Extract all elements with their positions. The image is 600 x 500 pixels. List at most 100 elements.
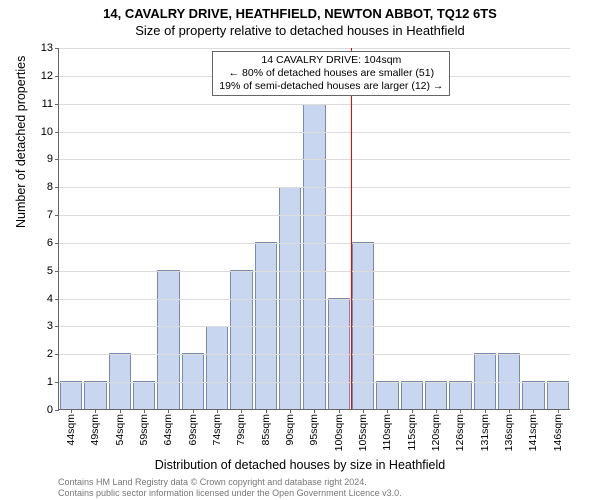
ytick-mark bbox=[55, 76, 59, 77]
xtick-mark bbox=[558, 409, 559, 413]
histogram-bar bbox=[449, 381, 471, 409]
ytick-mark bbox=[55, 326, 59, 327]
histogram-bar bbox=[206, 326, 228, 409]
xtick-label: 59sqm bbox=[138, 414, 150, 446]
ytick-mark bbox=[55, 271, 59, 272]
footer-line-2: Contains public sector information licen… bbox=[58, 488, 402, 498]
ytick-mark bbox=[55, 48, 59, 49]
histogram-bar bbox=[157, 270, 179, 409]
histogram-bar bbox=[303, 104, 325, 409]
gridline bbox=[59, 132, 570, 133]
ytick-mark bbox=[55, 215, 59, 216]
xtick-mark bbox=[95, 409, 96, 413]
xtick-label: 105sqm bbox=[357, 414, 369, 451]
xtick-mark bbox=[290, 409, 291, 413]
ytick-label: 1 bbox=[47, 376, 53, 388]
ytick-label: 0 bbox=[47, 404, 53, 416]
xtick-mark bbox=[509, 409, 510, 413]
histogram-bar bbox=[84, 381, 106, 409]
xtick-mark bbox=[71, 409, 72, 413]
ytick-label: 9 bbox=[47, 153, 53, 165]
gridline bbox=[59, 354, 570, 355]
gridline bbox=[59, 187, 570, 188]
xtick-mark bbox=[460, 409, 461, 413]
xtick-label: 74sqm bbox=[211, 414, 223, 446]
xtick-label: 90sqm bbox=[284, 414, 296, 446]
gridline bbox=[59, 271, 570, 272]
xtick-label: 85sqm bbox=[260, 414, 272, 446]
xtick-mark bbox=[436, 409, 437, 413]
ytick-mark bbox=[55, 299, 59, 300]
xtick-mark bbox=[266, 409, 267, 413]
gridline bbox=[59, 215, 570, 216]
ytick-mark bbox=[55, 132, 59, 133]
xtick-mark bbox=[314, 409, 315, 413]
ytick-label: 8 bbox=[47, 181, 53, 193]
ytick-label: 10 bbox=[41, 126, 53, 138]
page-title-subtitle: Size of property relative to detached ho… bbox=[0, 21, 600, 38]
xtick-label: 49sqm bbox=[89, 414, 101, 446]
plot-region: 44sqm49sqm54sqm59sqm64sqm69sqm74sqm79sqm… bbox=[58, 48, 570, 410]
gridline bbox=[59, 159, 570, 160]
ytick-mark bbox=[55, 410, 59, 411]
xtick-label: 115sqm bbox=[406, 414, 418, 451]
ytick-mark bbox=[55, 159, 59, 160]
xtick-label: 126sqm bbox=[454, 414, 466, 451]
xtick-mark bbox=[363, 409, 364, 413]
xtick-label: 141sqm bbox=[527, 414, 539, 451]
xtick-label: 64sqm bbox=[162, 414, 174, 446]
histogram-bar bbox=[133, 381, 155, 409]
annotation-line-2: ← 80% of detached houses are smaller (51… bbox=[219, 67, 443, 80]
xtick-mark bbox=[533, 409, 534, 413]
xtick-mark bbox=[485, 409, 486, 413]
ytick-label: 3 bbox=[47, 320, 53, 332]
gridline bbox=[59, 299, 570, 300]
xtick-mark bbox=[387, 409, 388, 413]
histogram-bar bbox=[230, 270, 252, 409]
gridline bbox=[59, 382, 570, 383]
xtick-label: 44sqm bbox=[65, 414, 77, 446]
ytick-label: 12 bbox=[41, 70, 53, 82]
ytick-label: 2 bbox=[47, 348, 53, 360]
x-axis-label: Distribution of detached houses by size … bbox=[0, 458, 600, 472]
histogram-bar bbox=[401, 381, 423, 409]
xtick-label: 120sqm bbox=[430, 414, 442, 451]
ytick-mark bbox=[55, 243, 59, 244]
xtick-label: 95sqm bbox=[308, 414, 320, 446]
xtick-label: 79sqm bbox=[235, 414, 247, 446]
xtick-label: 69sqm bbox=[187, 414, 199, 446]
xtick-label: 136sqm bbox=[503, 414, 515, 451]
xtick-label: 131sqm bbox=[479, 414, 491, 451]
gridline bbox=[59, 326, 570, 327]
y-axis-label: Number of detached properties bbox=[14, 56, 28, 228]
xtick-mark bbox=[412, 409, 413, 413]
ytick-label: 6 bbox=[47, 237, 53, 249]
xtick-mark bbox=[241, 409, 242, 413]
histogram-bar bbox=[425, 381, 447, 409]
ytick-label: 13 bbox=[41, 42, 53, 54]
xtick-mark bbox=[120, 409, 121, 413]
page-title-address: 14, CAVALRY DRIVE, HEATHFIELD, NEWTON AB… bbox=[0, 0, 600, 21]
histogram-bar bbox=[60, 381, 82, 409]
xtick-mark bbox=[144, 409, 145, 413]
histogram-bar bbox=[522, 381, 544, 409]
xtick-mark bbox=[168, 409, 169, 413]
histogram-bar bbox=[376, 381, 398, 409]
footer-attribution: Contains HM Land Registry data © Crown c… bbox=[58, 477, 402, 498]
xtick-label: 146sqm bbox=[552, 414, 564, 451]
xtick-label: 54sqm bbox=[114, 414, 126, 446]
annotation-line-3: 19% of semi-detached houses are larger (… bbox=[219, 80, 443, 93]
ytick-mark bbox=[55, 104, 59, 105]
chart-plot-area: 44sqm49sqm54sqm59sqm64sqm69sqm74sqm79sqm… bbox=[58, 48, 570, 410]
histogram-bar bbox=[547, 381, 569, 409]
annotation-line-1: 14 CAVALRY DRIVE: 104sqm bbox=[219, 54, 443, 67]
xtick-label: 100sqm bbox=[333, 414, 345, 451]
annotation-box: 14 CAVALRY DRIVE: 104sqm← 80% of detache… bbox=[212, 51, 450, 96]
gridline bbox=[59, 48, 570, 49]
xtick-label: 110sqm bbox=[381, 414, 393, 451]
xtick-mark bbox=[217, 409, 218, 413]
ytick-mark bbox=[55, 354, 59, 355]
xtick-mark bbox=[193, 409, 194, 413]
footer-line-1: Contains HM Land Registry data © Crown c… bbox=[58, 477, 402, 487]
property-marker-line bbox=[351, 48, 352, 409]
